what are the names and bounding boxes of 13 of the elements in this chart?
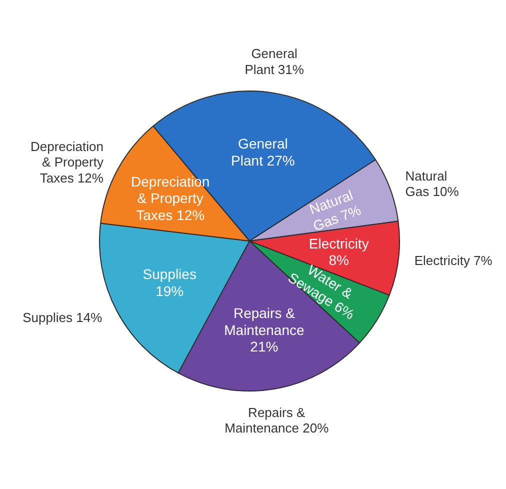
text: Natural Gas 10%: [405, 168, 459, 200]
text: Repairs & Maintenance 20%: [224, 404, 329, 436]
text: Electricity 7%: [414, 253, 492, 268]
text: Supplies 14%: [22, 310, 102, 325]
slice-label: Supplies: [142, 266, 196, 282]
data-label: 8%: [328, 252, 349, 268]
slice-label: Electricity: [308, 235, 369, 252]
slice-label: General Plant 27%: [231, 136, 295, 168]
data-label: 21%: [250, 338, 278, 355]
slice-label: Repairs & Maintenance: [224, 304, 304, 338]
slice-label: Depreciation & Property Taxes 12%: [30, 138, 104, 186]
data-label: 19%: [156, 282, 184, 299]
text: General Plant 31%: [244, 46, 304, 77]
